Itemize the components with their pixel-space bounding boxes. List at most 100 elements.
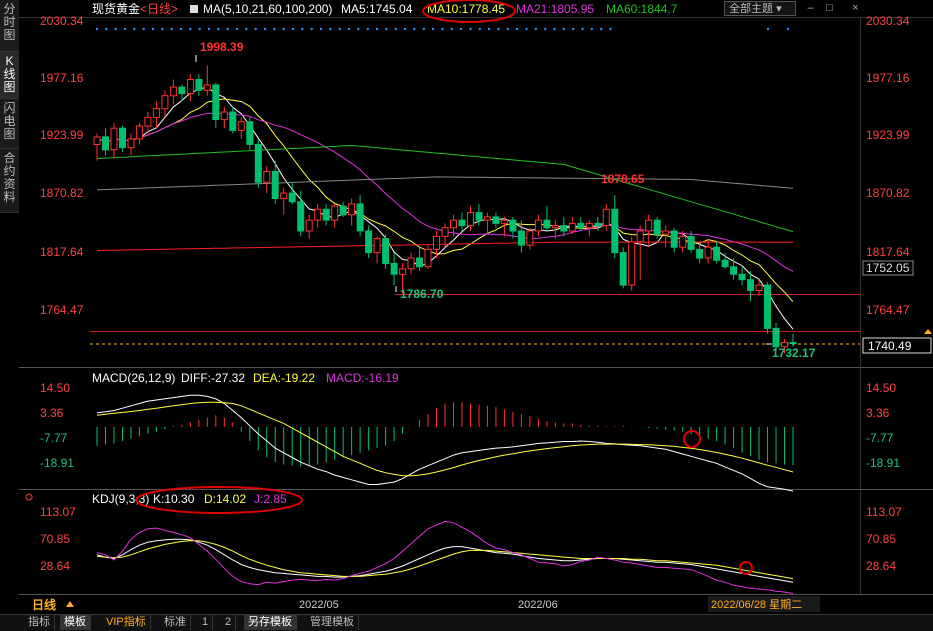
signal-dot — [609, 27, 612, 31]
candle-body — [254, 143, 262, 183]
candle — [526, 227, 534, 250]
candle — [195, 74, 203, 96]
candle-body — [534, 219, 542, 232]
theme-dropdown[interactable]: 全部主题 ▾ — [724, 1, 796, 16]
candle-body — [102, 136, 109, 151]
candle-body — [500, 219, 508, 224]
tab-manage-template[interactable]: 管理模板 — [306, 615, 359, 630]
candle — [348, 198, 356, 226]
kdj-settings-icon[interactable] — [25, 493, 33, 501]
tab-1[interactable]: 1 — [198, 615, 214, 630]
ma100-line — [96, 176, 794, 191]
candle-body — [169, 86, 177, 97]
candle — [110, 122, 118, 159]
price-tick-left: 1764.47 — [40, 303, 84, 317]
kdj-tick-right: 113.07 — [866, 505, 902, 519]
candle-body — [433, 235, 440, 250]
tab-2[interactable]: 2 — [221, 615, 237, 630]
chart-background — [19, 0, 933, 614]
candle-body — [781, 341, 788, 348]
price-tick-right: 1977.16 — [866, 71, 910, 85]
period-button[interactable]: 日线 — [32, 597, 56, 612]
candle — [696, 241, 704, 264]
signal-dot — [105, 27, 108, 31]
high-annotation: 1998.39 — [200, 40, 244, 54]
signal-dot — [170, 27, 173, 31]
macd-histogram-and-lines — [96, 394, 794, 492]
candle — [483, 212, 491, 235]
candle — [322, 203, 330, 226]
signal-dot — [544, 27, 547, 31]
tab-save-template[interactable]: 另存模板 — [244, 615, 297, 630]
candle-body — [348, 203, 356, 216]
side-tab-flash[interactable]: 闪电图 — [0, 99, 19, 149]
candle-body — [713, 246, 721, 261]
signal-dot — [245, 27, 248, 31]
candle — [178, 84, 186, 102]
signal-dot — [581, 27, 584, 31]
candle-body — [458, 219, 466, 227]
candle — [721, 252, 729, 269]
candle-body — [551, 225, 559, 229]
candle-body — [594, 222, 602, 227]
candle — [280, 187, 288, 215]
candle-body — [314, 208, 322, 221]
candle-body — [687, 235, 695, 250]
candle-body — [747, 279, 755, 292]
signal-dot — [329, 27, 332, 31]
candle — [271, 160, 279, 204]
candle-body — [764, 284, 771, 329]
candle-body — [585, 222, 593, 229]
candle-body — [356, 203, 364, 232]
bottom-toolbar — [0, 614, 933, 631]
side-tab-timeshare[interactable]: 分时图 — [0, 0, 19, 52]
ma-label: MA(5,10,21,60,100,200) — [203, 2, 332, 16]
candle — [789, 333, 797, 347]
candle — [628, 236, 636, 291]
period-up-icon[interactable] — [66, 601, 74, 607]
candle — [585, 220, 593, 237]
tab-standard[interactable]: 标准 — [160, 615, 191, 630]
candle-body — [526, 230, 534, 246]
kdj-cross-circle — [739, 561, 753, 575]
ma5-value: MA5:1745.04 — [341, 2, 413, 16]
candle — [492, 212, 500, 228]
signal-dot — [226, 27, 229, 31]
tab-indicators[interactable]: 指标 — [24, 615, 55, 630]
candle-body — [424, 248, 432, 268]
tab-template[interactable]: 模板 — [60, 615, 91, 630]
tab-vip-indicators[interactable]: VIP指标 — [102, 615, 151, 630]
candle — [203, 65, 211, 96]
signal-dot — [189, 27, 192, 31]
kdj-k: K:10.30 — [153, 492, 195, 506]
price-tick-left: 1870.82 — [40, 186, 84, 200]
candle — [670, 227, 678, 253]
side-tab-contract[interactable]: 合约资料 — [0, 149, 19, 213]
signal-dot — [525, 27, 528, 31]
side-tab-kline[interactable]: K线图 — [0, 52, 19, 99]
kdj-j: J:2.85 — [254, 492, 287, 506]
candle-body — [721, 259, 729, 268]
kdj-d-line — [96, 540, 794, 580]
signal-dot-row — [95, 27, 790, 31]
mid-high-annotation: 1878.65 — [601, 172, 645, 186]
time-tick-jun: 2022/06 — [518, 599, 558, 611]
cursor-date-box — [708, 596, 820, 612]
restore-icon[interactable]: □ — [826, 2, 833, 14]
ma-settings-icon[interactable] — [190, 5, 198, 13]
signal-dot — [450, 27, 453, 31]
minimize-icon[interactable]: – — [807, 2, 814, 14]
signal-dot — [319, 27, 323, 31]
signal-dot — [161, 27, 164, 31]
candle — [356, 195, 364, 237]
close-icon[interactable]: × — [852, 2, 859, 14]
candle — [382, 234, 390, 269]
candle — [237, 117, 245, 140]
candle — [433, 230, 440, 259]
candle — [144, 111, 152, 134]
candle-body — [203, 84, 211, 91]
macd-tick-right: 14.50 — [866, 381, 896, 395]
signal-dot — [198, 27, 201, 31]
macd-tick-right: -7.77 — [866, 431, 894, 445]
